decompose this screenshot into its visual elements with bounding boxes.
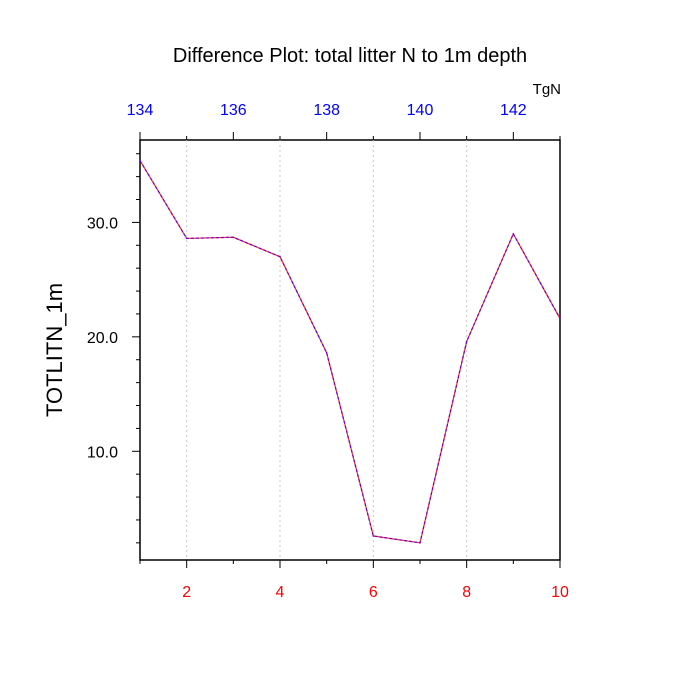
plot-area [139,139,561,561]
data-point [465,340,468,343]
x-tick-label: 6 [369,584,378,601]
y-tick-label: 10.0 [87,444,118,461]
top-tick-label: 142 [500,102,527,119]
data-point [419,542,421,544]
data-point [512,233,515,235]
top-tick-label: 140 [407,102,434,119]
y-tick-label: 20.0 [87,330,118,347]
x-tick-label: 2 [182,584,191,601]
x-tick-label: 10 [551,584,569,601]
data-point [559,317,561,320]
data-point [372,535,375,537]
axes: 2 4 6 8 10 134 136 138 140 142 10.0 20.0 30.0 [87,102,569,601]
data-point [325,352,328,354]
data-point [139,159,141,162]
x-tick-label: 8 [462,584,471,601]
x-tick-label: 4 [276,584,285,601]
units-label: TgN [533,81,561,98]
y-axis-label: TOTLITN_1m [42,283,67,417]
series-line-underlay [139,160,561,544]
data-series [139,159,561,544]
data-point [279,255,281,258]
top-tick-label: 138 [313,102,340,119]
chart-title: Difference Plot: total litter N to 1m de… [173,45,527,67]
series-line [139,160,561,544]
data-point [185,237,188,240]
top-tick-label: 136 [220,102,247,119]
data-point [232,236,235,239]
top-tick-label: 134 [127,102,154,119]
y-tick-label: 30.0 [87,215,118,232]
grid-lines [186,140,468,560]
